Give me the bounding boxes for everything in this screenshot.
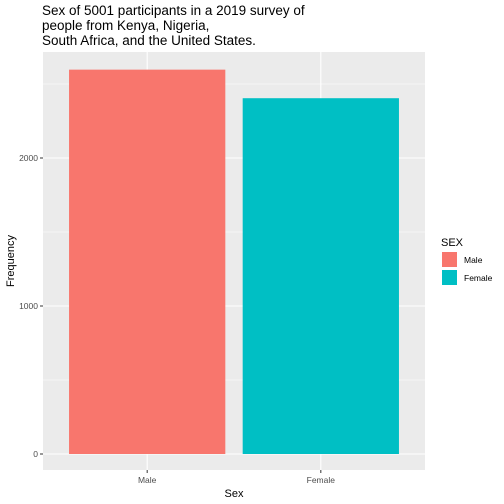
x-tick-label: Male [138, 475, 157, 485]
legend: SEX Male Female [441, 237, 493, 285]
legend-key-male [442, 252, 457, 267]
chart-title-line-2: people from Kenya, Nigeria, [42, 18, 209, 33]
legend-label-male: Male [464, 255, 483, 265]
bars [69, 69, 399, 455]
y-tick-label: 0 [33, 449, 38, 459]
bar-male [69, 69, 226, 455]
bar-female [242, 98, 399, 454]
x-axis-title: Sex [225, 488, 244, 500]
x-tick-label: Female [307, 475, 336, 485]
y-tick-label: 1000 [19, 301, 38, 311]
legend-label-female: Female [464, 273, 493, 283]
legend-key-female [442, 270, 457, 285]
y-tick-label: 2000 [19, 153, 38, 163]
chart-title-line-1: Sex of 5001 participants in a 2019 surve… [42, 3, 305, 18]
y-axis-title: Frequency [5, 235, 17, 287]
axes: 0 1000 2000 Male Female [19, 153, 335, 485]
chart-title-line-3: South Africa, and the United States. [42, 33, 256, 48]
legend-title: SEX [441, 237, 464, 249]
